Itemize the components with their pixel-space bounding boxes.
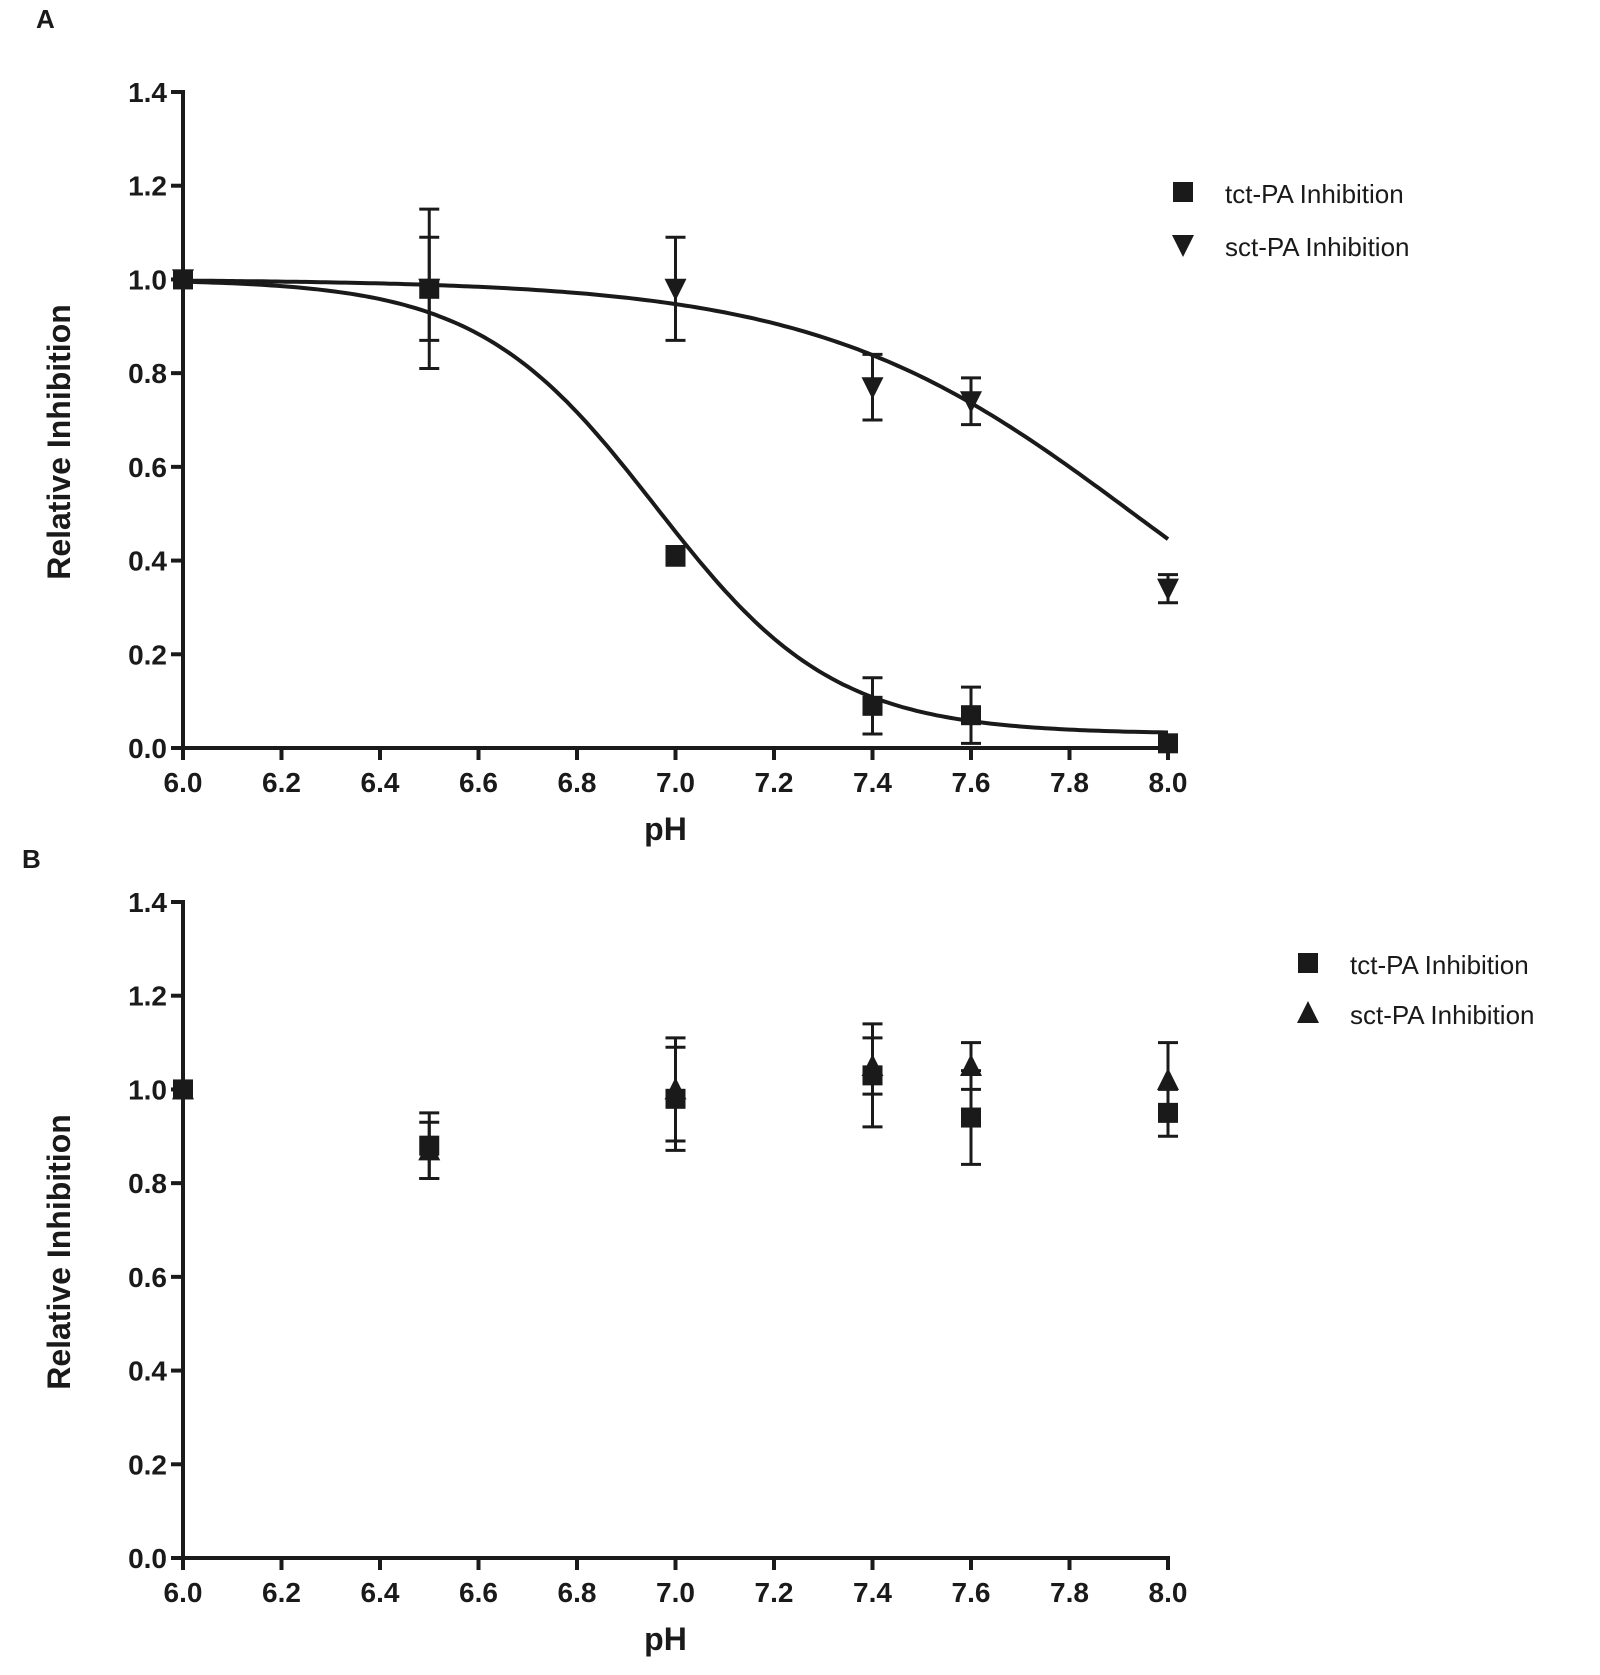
data-point: [664, 278, 687, 301]
y-tick-label: 1.2: [128, 981, 167, 1012]
x-tick-label: 8.0: [1149, 1577, 1188, 1608]
x-tick-label: 6.6: [459, 1577, 498, 1608]
x-tick-label: 7.6: [952, 767, 991, 798]
data-point: [862, 695, 883, 716]
y-tick-label: 0.2: [128, 639, 167, 670]
x-tick-label: 7.8: [1050, 1577, 1089, 1608]
panel-a-label: A: [36, 4, 55, 34]
x-tick-label: 7.8: [1050, 767, 1089, 798]
y-tick-label: 1.0: [128, 1074, 167, 1105]
y-tick-label: 0.4: [128, 546, 167, 577]
data-point: [961, 705, 981, 726]
x-tick-label: 7.2: [755, 767, 794, 798]
y-tick-label: 1.2: [128, 171, 167, 202]
data-point: [960, 391, 982, 414]
y-axis-title: Relative Inhibition: [41, 304, 77, 580]
x-tick-label: 6.0: [164, 767, 203, 798]
y-axis-title: Relative Inhibition: [41, 1114, 77, 1390]
y-tick-label: 0.0: [128, 1543, 167, 1574]
x-tick-label: 7.4: [853, 1577, 892, 1608]
y-tick-label: 1.0: [128, 264, 167, 295]
x-tick-label: 6.4: [361, 767, 400, 798]
x-tick-label: 6.0: [164, 1577, 203, 1608]
legend-label: sct-PA Inhibition: [1350, 1000, 1535, 1030]
data-point: [1158, 733, 1178, 754]
data-point: [172, 269, 194, 292]
y-tick-label: 0.4: [128, 1356, 167, 1387]
x-axis-title: pH: [644, 811, 687, 847]
x-tick-label: 6.6: [459, 767, 498, 798]
data-point: [665, 545, 686, 566]
x-tick-label: 7.6: [952, 1577, 991, 1608]
x-tick-label: 6.8: [558, 1577, 597, 1608]
y-tick-label: 0.8: [128, 358, 167, 389]
y-tick-label: 1.4: [128, 77, 167, 108]
data-point: [1157, 578, 1179, 601]
panel-b-label: B: [22, 844, 41, 874]
x-tick-label: 6.2: [262, 1577, 301, 1608]
data-point: [861, 377, 884, 400]
data-point: [172, 1077, 194, 1100]
data-point: [418, 1138, 441, 1161]
legend-label: sct-PA Inhibition: [1225, 232, 1410, 262]
data-point: [1157, 1068, 1179, 1091]
x-tick-label: 7.4: [853, 767, 892, 798]
y-tick-label: 0.6: [128, 452, 167, 483]
panel-b-chart: B 0.0 0.2 0.4 0.6 0.8 1.0 1.2 1.4 6.0 6.2 6.4 6.6 6.…: [22, 844, 1535, 1657]
x-tick-label: 7.2: [755, 1577, 794, 1608]
legend-label: tct-PA Inhibition: [1350, 950, 1529, 980]
y-tick-label: 1.4: [128, 887, 167, 918]
legend-marker: [1297, 1001, 1319, 1023]
fit-curve: [182, 279, 1169, 735]
data-point: [960, 1054, 982, 1076]
y-tick-label: 0.2: [128, 1449, 167, 1480]
x-tick-label: 6.8: [558, 767, 597, 798]
x-tick-label: 6.4: [361, 1577, 400, 1608]
legend-marker: [1172, 235, 1194, 257]
data-point: [961, 1107, 981, 1128]
data-point: [418, 278, 441, 301]
data-point: [664, 1077, 687, 1100]
data-point: [861, 1054, 884, 1076]
legend-marker: [1298, 953, 1318, 973]
y-tick-label: 0.8: [128, 1168, 167, 1199]
legend-marker: [1173, 182, 1193, 202]
x-tick-label: 8.0: [1149, 767, 1188, 798]
legend-label: tct-PA Inhibition: [1225, 179, 1404, 209]
y-tick-label: 0.0: [128, 733, 167, 764]
y-tick-label: 0.6: [128, 1262, 167, 1293]
x-axis-title: pH: [644, 1621, 687, 1657]
x-tick-label: 7.0: [656, 1577, 695, 1608]
x-tick-label: 7.0: [656, 767, 695, 798]
panel-a-chart: A 0.0 0.2 0.4 0.6 0.8 1.0 1.2 1.4 6.0 6.2 6.4 6.6 6.…: [36, 4, 1410, 847]
x-tick-label: 6.2: [262, 767, 301, 798]
